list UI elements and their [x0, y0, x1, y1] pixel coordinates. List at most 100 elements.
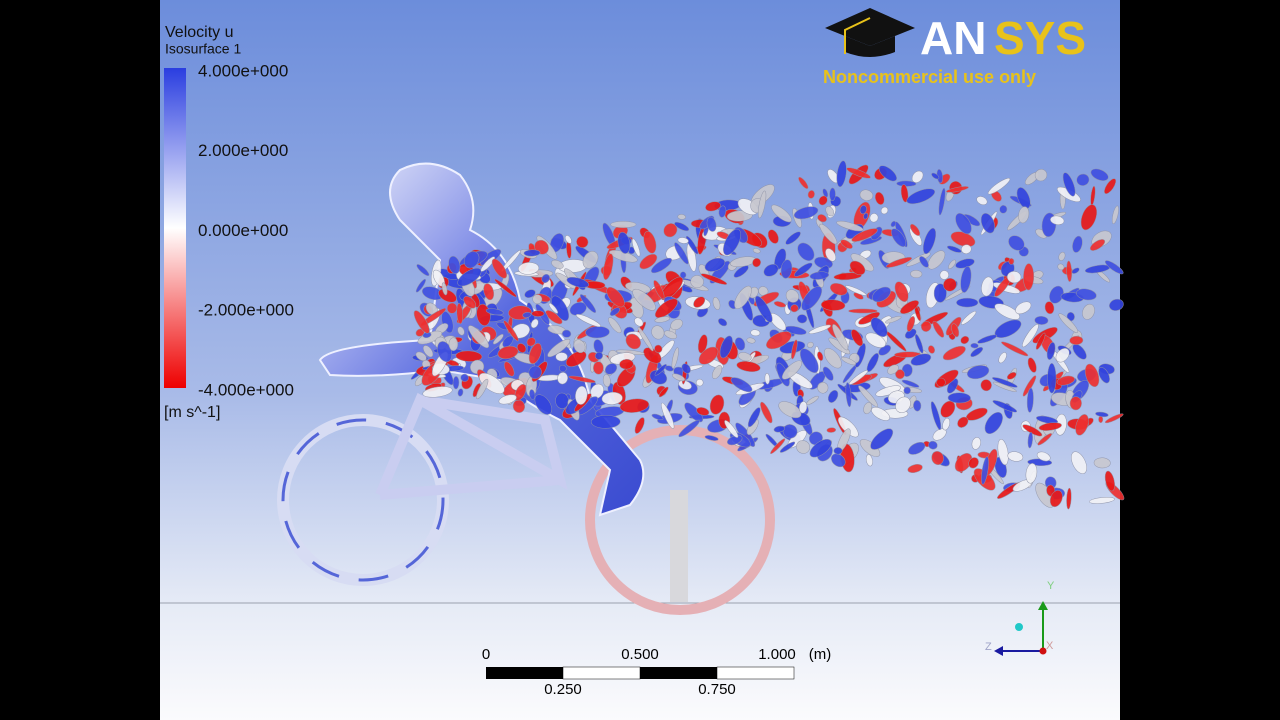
vortex — [654, 344, 663, 353]
vortex — [977, 334, 998, 344]
vortex — [767, 229, 779, 244]
vortex — [718, 318, 728, 327]
vortex — [1036, 451, 1051, 462]
vortex — [781, 360, 803, 380]
vortex — [631, 238, 641, 257]
vortex — [849, 260, 866, 276]
vortex — [865, 454, 873, 467]
vortex — [891, 228, 907, 247]
vortex — [416, 264, 430, 277]
vortex — [483, 283, 495, 301]
vortex — [1056, 375, 1075, 386]
vortex — [887, 364, 899, 375]
vortex — [1071, 267, 1080, 274]
vortex — [478, 372, 505, 394]
vortex — [1047, 363, 1057, 394]
vortex — [503, 361, 515, 377]
vortex — [634, 317, 644, 327]
vortex — [1069, 335, 1084, 345]
vortex — [452, 376, 460, 390]
vortex — [785, 289, 799, 303]
vortex — [936, 377, 946, 388]
vortex — [836, 160, 847, 188]
vortex — [878, 165, 897, 182]
vortex — [900, 184, 909, 203]
triad-x-label: X — [1046, 640, 1054, 652]
vortex — [845, 382, 852, 408]
vortex — [654, 316, 671, 323]
vortex — [522, 311, 532, 318]
vortex — [752, 257, 762, 268]
vortex — [895, 396, 911, 413]
vortex — [514, 384, 527, 401]
vortex — [557, 372, 568, 385]
vortex — [1098, 367, 1110, 384]
vortex — [906, 188, 936, 205]
vortex — [1104, 413, 1124, 424]
vortex — [705, 201, 721, 212]
vortex — [798, 401, 808, 414]
vortex — [825, 206, 835, 217]
vortex — [547, 338, 571, 358]
triad-x — [1039, 647, 1047, 655]
vortex — [764, 372, 770, 385]
vortex — [601, 391, 623, 405]
legend-title: Velocity u — [165, 24, 233, 41]
vortex — [575, 385, 588, 405]
vortex — [942, 417, 951, 431]
vortex — [956, 297, 979, 308]
vortex — [1018, 206, 1030, 224]
vortex — [870, 317, 888, 337]
vortex — [981, 456, 989, 485]
vortex — [734, 285, 752, 309]
vortex — [859, 189, 874, 201]
vortex — [829, 282, 848, 296]
vortex — [1095, 411, 1109, 418]
vortex — [637, 326, 654, 352]
vortex — [528, 343, 542, 364]
vortex — [1057, 263, 1065, 271]
color-bar — [164, 68, 186, 388]
scale-unit: (m) — [809, 646, 832, 663]
vortex — [1036, 415, 1058, 424]
color-bar-label: -2.000e+000 — [198, 301, 294, 320]
vortex — [907, 464, 923, 473]
vortex — [619, 359, 634, 370]
vortex — [880, 206, 889, 215]
vortex — [1076, 173, 1090, 186]
vortex — [1046, 342, 1056, 360]
vortex — [903, 386, 911, 395]
vortex — [746, 337, 756, 344]
vortex — [606, 286, 625, 308]
vortex — [706, 216, 717, 232]
vortex — [531, 310, 545, 317]
vortex — [724, 420, 739, 438]
vortex — [987, 177, 1011, 195]
vortex — [755, 295, 773, 323]
vortex — [817, 381, 829, 394]
vortex — [820, 299, 846, 311]
vortex — [441, 282, 448, 296]
vortex — [457, 326, 465, 336]
vortex — [576, 236, 589, 248]
vortex — [851, 228, 878, 242]
vortex — [825, 248, 837, 262]
vortex — [632, 288, 656, 311]
vortex — [518, 262, 540, 275]
vortex — [415, 351, 427, 361]
vortex — [480, 256, 496, 272]
vortex — [948, 259, 957, 270]
vortex — [797, 242, 815, 261]
vortex — [931, 450, 944, 466]
color-bar-label: 0.000e+000 — [198, 221, 288, 240]
vortex — [639, 253, 658, 270]
vortex — [837, 416, 859, 438]
vortex — [874, 191, 885, 205]
vortex — [422, 345, 434, 358]
vortex — [801, 286, 823, 311]
vortex — [516, 343, 527, 353]
vortex — [595, 351, 603, 360]
vortex — [494, 278, 517, 298]
vortex — [851, 329, 863, 347]
scale-label: 0.750 — [698, 681, 736, 698]
